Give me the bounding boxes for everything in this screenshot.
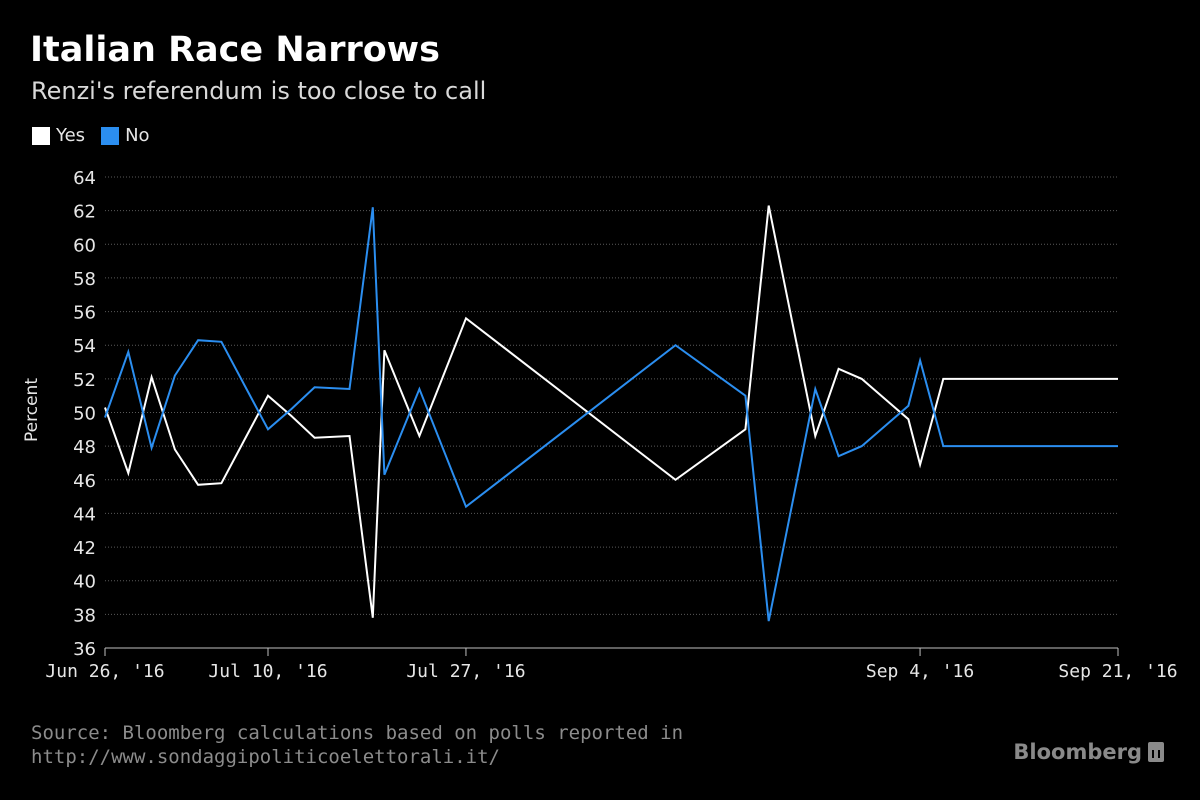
y-tick-label-62: 62 <box>73 202 96 223</box>
x-tick-label-1: Jul 10, '16 <box>208 661 327 682</box>
y-tick-label-46: 46 <box>73 471 96 492</box>
x-tick-label-4: Sep 21, '16 <box>1058 661 1177 682</box>
y-tick-label-64: 64 <box>73 168 96 189</box>
y-tick-label-58: 58 <box>73 269 96 290</box>
legend-item-no: No <box>101 125 150 146</box>
series-line-no <box>104 207 1118 622</box>
y-tick-label-60: 60 <box>73 235 96 256</box>
chart-title: Italian Race Narrows <box>30 30 440 70</box>
source-line-2: http://www.sondaggipoliticoelettorali.it… <box>31 746 500 768</box>
source-note: Source: Bloomberg calculations based on … <box>31 721 683 769</box>
legend-label-no: No <box>125 125 150 146</box>
x-tick-label-3: Sep 4, '16 <box>866 661 974 682</box>
x-tick-label-0: Jun 26, '16 <box>45 661 164 682</box>
chart-subtitle: Renzi's referendum is too close to call <box>31 77 487 105</box>
x-axis <box>104 647 1119 656</box>
legend-swatch-yes <box>32 126 50 145</box>
y-tick-label-44: 44 <box>73 504 96 525</box>
source-line-1: Source: Bloomberg calculations based on … <box>31 722 684 744</box>
y-tick-label-56: 56 <box>73 303 96 324</box>
gridlines <box>105 176 1118 615</box>
y-tick-label-36: 36 <box>73 639 96 660</box>
y-tick-label-42: 42 <box>73 538 96 559</box>
bloomberg-logo: Bloomberg <box>1013 740 1164 764</box>
y-axis-ticks: 36 38 40 42 44 46 48 50 52 54 56 58 60 62 64 <box>73 168 96 660</box>
legend-label-yes: Yes <box>56 125 86 146</box>
x-axis-ticks: Jun 26, '16 Jul 10, '16 Jul 27, '16 Sep 4, … <box>45 661 1177 682</box>
y-tick-label-38: 38 <box>73 605 96 626</box>
legend-swatch-no <box>101 126 120 145</box>
y-tick-label-40: 40 <box>73 572 96 593</box>
y-tick-label-52: 52 <box>73 370 96 391</box>
y-tick-label-50: 50 <box>73 404 96 425</box>
series-line-yes <box>104 205 1118 618</box>
y-tick-label-54: 54 <box>73 336 96 357</box>
series-lines <box>104 205 1118 622</box>
bloomberg-icon <box>1148 742 1164 762</box>
brand-name: Bloomberg <box>1013 740 1142 764</box>
x-tick-label-2: Jul 27, '16 <box>406 661 525 682</box>
legend: Yes No <box>32 125 166 146</box>
y-tick-label-48: 48 <box>73 437 96 458</box>
legend-item-yes: Yes <box>32 125 85 146</box>
